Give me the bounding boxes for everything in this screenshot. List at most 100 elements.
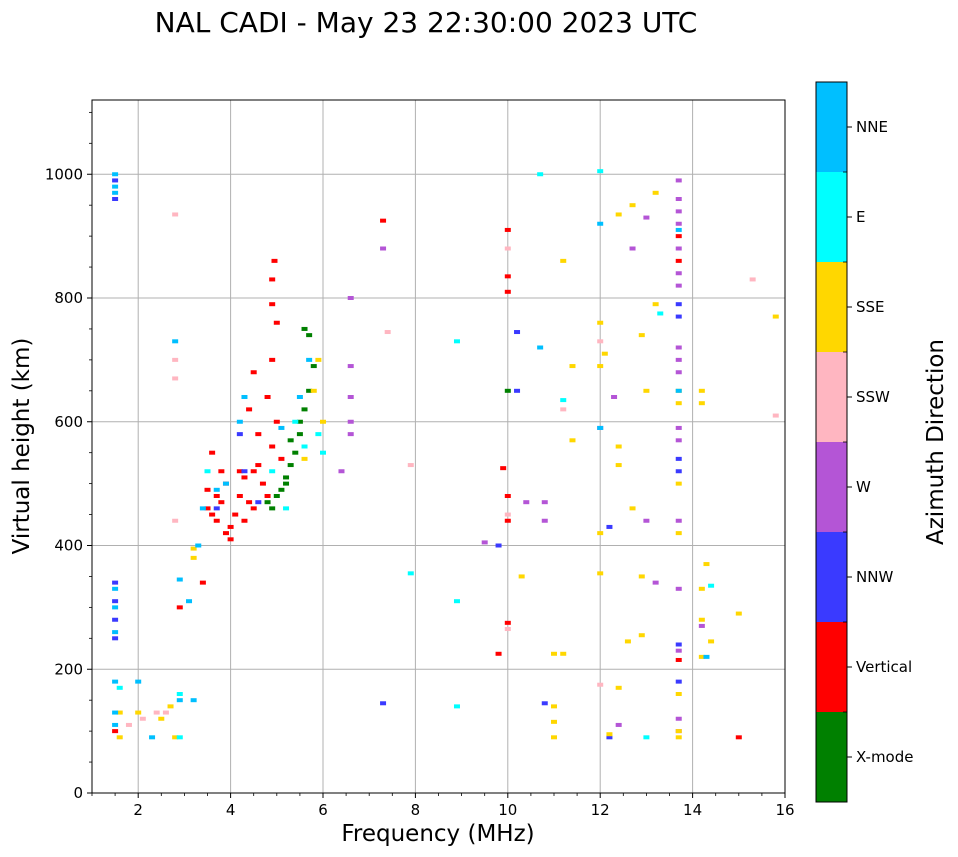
data-point-nne (675, 388, 682, 393)
data-point-w (675, 197, 682, 201)
y-tick-label: 800 (54, 289, 83, 307)
data-point-ssw (560, 407, 567, 412)
data-point-nnw (675, 456, 682, 461)
data-point-e (292, 419, 299, 424)
data-point-sse (638, 574, 645, 579)
data-point-w (347, 296, 354, 300)
data-point-sse (638, 333, 645, 338)
data-point-x-mode (292, 450, 299, 455)
data-point-sse (158, 716, 165, 721)
data-point-sse (551, 704, 557, 709)
data-point-w (675, 271, 682, 276)
data-point-sse (638, 633, 645, 638)
data-point-w (675, 716, 682, 721)
data-point-w (541, 500, 548, 505)
x-tick-label: 6 (318, 801, 328, 819)
data-point-e (453, 339, 460, 344)
data-point-w (643, 518, 650, 523)
x-tick-label: 8 (411, 801, 421, 819)
data-point-w (675, 345, 682, 350)
data-point-w (380, 246, 387, 251)
data-point-sse (190, 546, 197, 551)
colorbar-swatch-w (816, 442, 847, 532)
data-point-nne (176, 698, 183, 703)
colorbar-label-e: E (856, 208, 865, 226)
data-point-sse (652, 302, 659, 307)
x-tick-label: 12 (591, 801, 610, 819)
data-point-e (301, 444, 308, 449)
data-point-e (657, 311, 664, 316)
data-point-e (453, 704, 460, 709)
x-tick-label: 4 (226, 801, 236, 819)
data-point-vertical (504, 620, 511, 625)
data-point-nne (112, 630, 119, 635)
data-point-vertical (227, 537, 234, 542)
data-point-w (611, 395, 618, 399)
data-point-vertical (504, 274, 511, 279)
data-point-nne (112, 172, 119, 177)
data-point-vertical (222, 531, 229, 536)
data-point-vertical (675, 234, 682, 239)
colorbar-label-w: W (856, 478, 871, 496)
data-point-vertical (504, 289, 511, 294)
data-point-sse (698, 401, 705, 406)
colorbar-swatch-x-mode (816, 712, 847, 802)
data-point-vertical (213, 518, 220, 523)
data-point-vertical (259, 481, 266, 486)
data-point-x-mode (296, 432, 303, 437)
data-point-sse (551, 735, 557, 740)
data-point-sse (703, 562, 710, 567)
data-point-nne (172, 339, 179, 344)
data-point-ssw (139, 716, 146, 721)
data-point-nne (222, 481, 229, 486)
data-point-nne (213, 487, 220, 492)
data-point-vertical (241, 475, 248, 480)
colorbar-label-vertical: Vertical (856, 658, 912, 676)
y-tick-label: 0 (73, 784, 83, 802)
data-point-nnw (514, 388, 521, 393)
data-point-sse (569, 364, 576, 369)
data-point-sse (615, 444, 622, 449)
data-point-ssw (172, 376, 179, 381)
data-point-sse (315, 357, 322, 362)
data-point-x-mode (306, 388, 313, 393)
data-point-nne (703, 654, 710, 659)
data-point-sse (675, 729, 682, 734)
data-point-vertical (250, 370, 257, 375)
data-point-sse (518, 574, 525, 579)
data-point-sse (698, 388, 705, 393)
data-point-x-mode (504, 388, 511, 393)
data-point-vertical (246, 407, 253, 412)
data-point-sse (643, 388, 650, 393)
data-point-x-mode (269, 506, 276, 511)
data-point-vertical (250, 469, 257, 474)
data-point-sse (675, 692, 682, 696)
y-axis-ticks: 0 200 400 600 800 1000 (45, 111, 92, 802)
data-point-w (675, 357, 682, 362)
data-point-ssw (504, 246, 511, 251)
data-point-sse (772, 314, 779, 319)
data-point-nne (112, 190, 119, 195)
data-point-e (176, 735, 183, 740)
data-point-nnw (112, 197, 119, 201)
colorbar-label-nnw: NNW (856, 568, 893, 586)
data-point-sse (551, 651, 557, 656)
data-point-nnw (675, 314, 682, 319)
data-point-vertical (209, 512, 216, 517)
data-point-sse (597, 571, 604, 576)
colorbar-swatch-nne (816, 82, 847, 172)
data-point-w (675, 370, 682, 375)
data-point-e (453, 599, 460, 604)
data-point-e (643, 735, 650, 740)
data-point-w (652, 580, 659, 585)
grid-lines (92, 100, 785, 793)
data-point-nne (186, 599, 193, 604)
data-point-nnw (255, 500, 262, 505)
data-point-vertical (504, 494, 511, 498)
data-point-nnw (495, 543, 502, 548)
data-point-e (560, 398, 567, 403)
data-point-vertical (273, 320, 280, 325)
data-point-vertical (380, 218, 387, 223)
data-point-sse (606, 732, 613, 737)
